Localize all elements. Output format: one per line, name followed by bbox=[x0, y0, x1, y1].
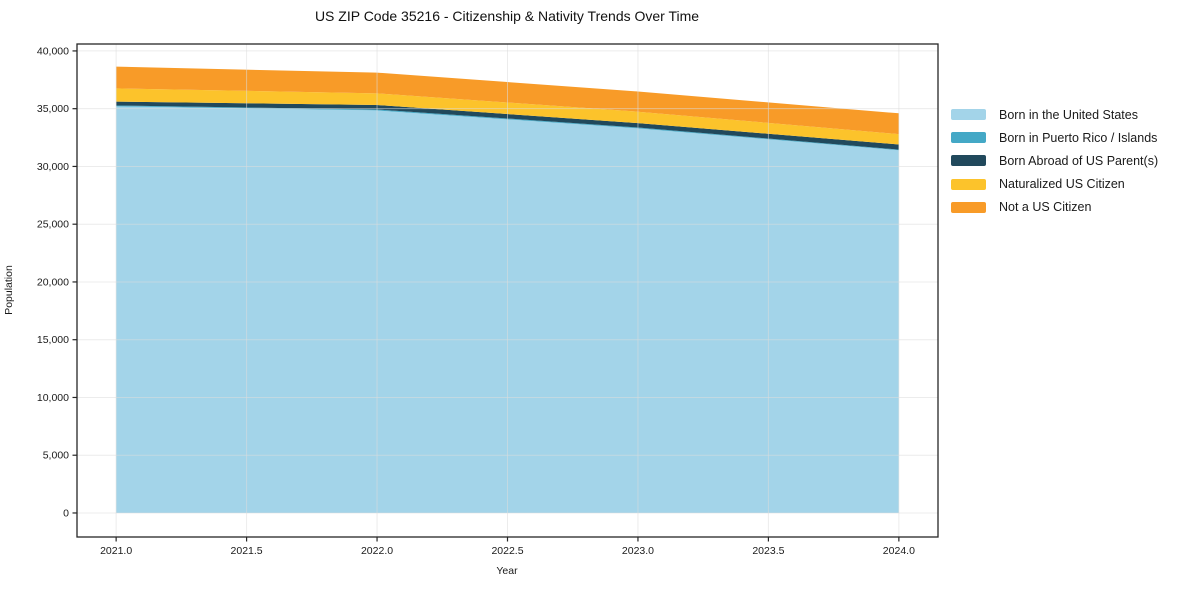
legend-item: Naturalized US Citizen bbox=[951, 173, 1158, 196]
x-tick-label: 2022.5 bbox=[491, 545, 523, 557]
x-tick-label: 2024.0 bbox=[883, 545, 915, 557]
legend-label: Born Abroad of US Parent(s) bbox=[999, 153, 1159, 168]
legend-item: Born in Puerto Rico / Islands bbox=[951, 126, 1158, 149]
legend: Born in the United States Born in Puerto… bbox=[951, 103, 1158, 219]
area-series-2 bbox=[116, 101, 899, 150]
x-tick-label: 2023.5 bbox=[752, 545, 784, 557]
y-tick-label: 15,000 bbox=[37, 334, 69, 346]
legend-label: Born in the United States bbox=[999, 107, 1138, 122]
y-tick-label: 20,000 bbox=[37, 276, 69, 288]
x-tick-label: 2022.0 bbox=[361, 545, 393, 557]
legend-label: Born in Puerto Rico / Islands bbox=[999, 130, 1158, 145]
y-tick-label: 0 bbox=[63, 507, 69, 519]
legend-label: Naturalized US Citizen bbox=[999, 177, 1125, 192]
y-tick-label: 5,000 bbox=[43, 450, 69, 462]
x-axis-label: Year bbox=[496, 565, 518, 577]
y-tick-label: 10,000 bbox=[37, 392, 69, 404]
legend-item: Born Abroad of US Parent(s) bbox=[951, 149, 1158, 172]
y-tick-label: 35,000 bbox=[37, 103, 69, 115]
y-tick-label: 25,000 bbox=[37, 219, 69, 231]
y-tick-label: 30,000 bbox=[37, 161, 69, 173]
y-axis-label: Population bbox=[3, 265, 15, 315]
area-series-3 bbox=[116, 88, 899, 145]
legend-swatch bbox=[951, 109, 986, 121]
legend-label: Not a US Citizen bbox=[999, 200, 1092, 215]
x-tick-label: 2023.0 bbox=[622, 545, 654, 557]
x-tick-label: 2021.5 bbox=[231, 545, 263, 557]
legend-swatch bbox=[951, 178, 986, 190]
legend-swatch bbox=[951, 155, 986, 167]
legend-swatch bbox=[951, 201, 986, 213]
chart-title: US ZIP Code 35216 - Citizenship & Nativi… bbox=[314, 8, 700, 24]
legend-swatch bbox=[951, 132, 986, 144]
y-tick-label: 40,000 bbox=[37, 45, 69, 57]
legend-item: Not a US Citizen bbox=[951, 196, 1158, 219]
legend-item: Born in the United States bbox=[951, 103, 1158, 126]
x-tick-label: 2021.0 bbox=[100, 545, 132, 557]
